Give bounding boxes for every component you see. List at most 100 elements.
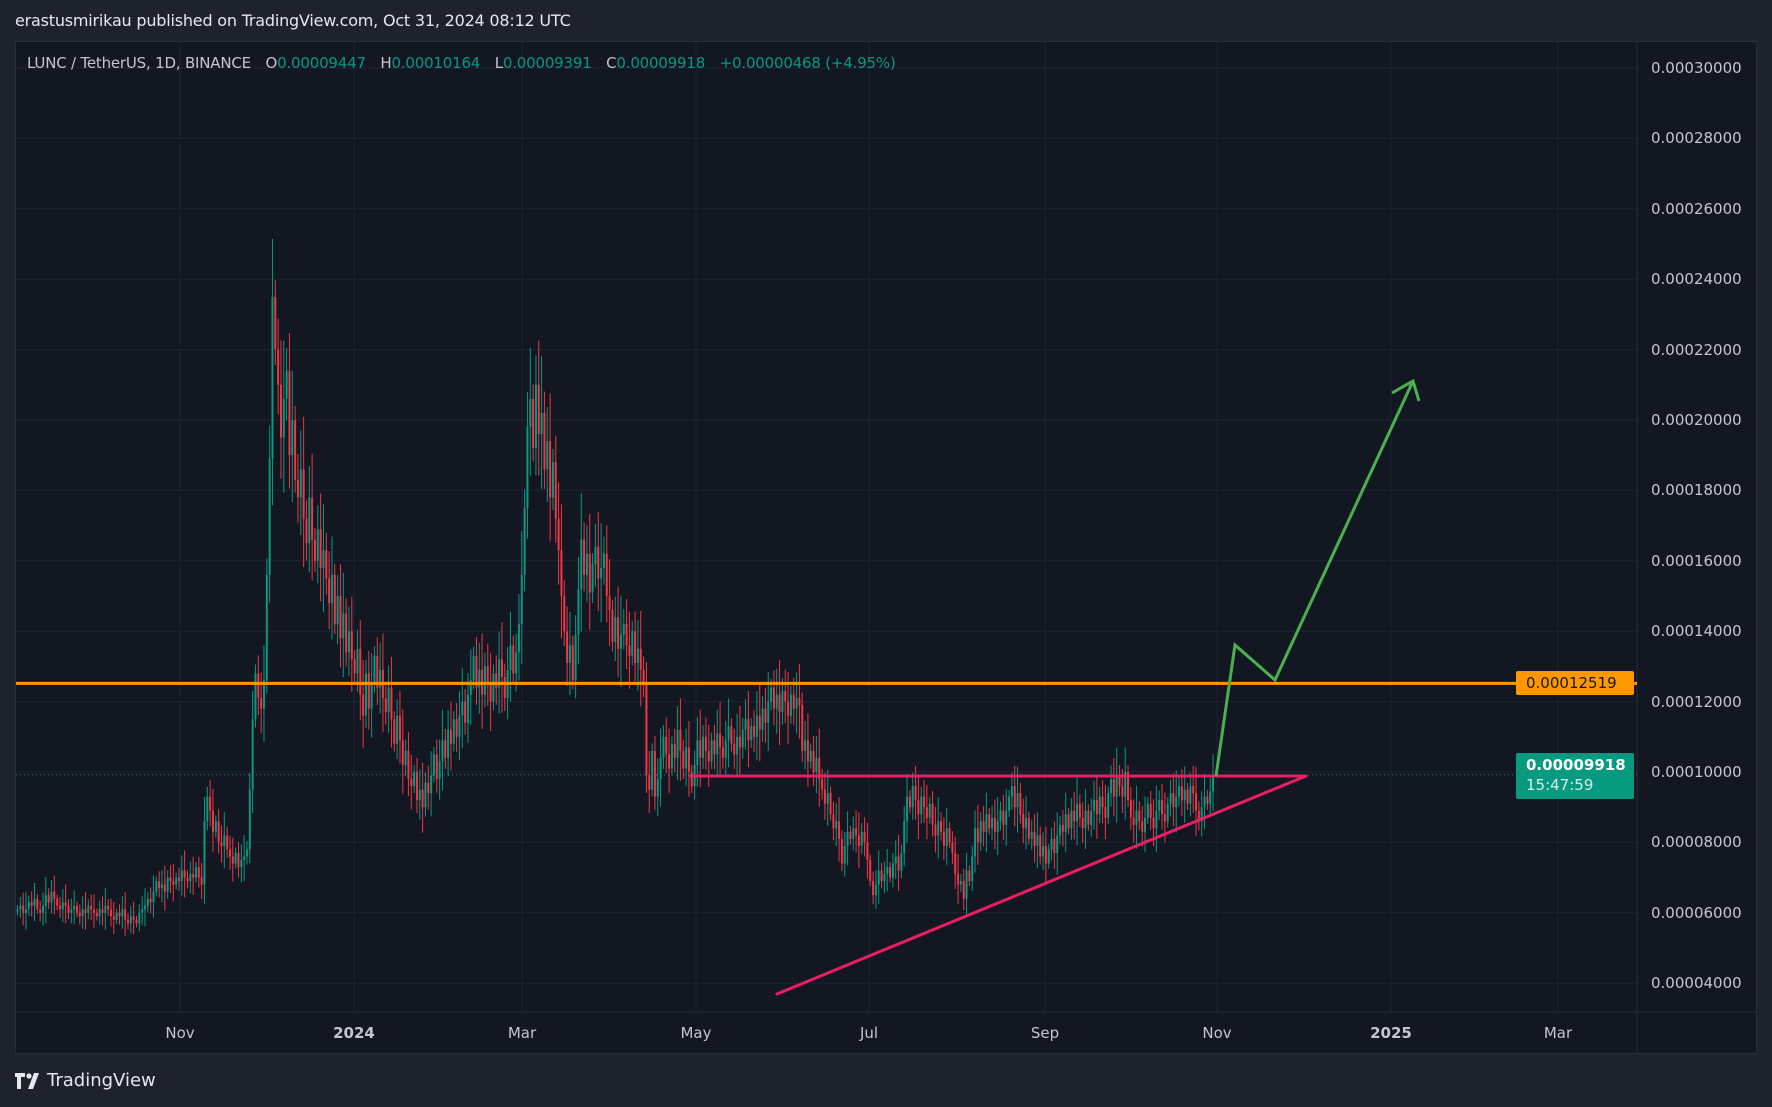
price-tick-label: 0.00004000 (1651, 974, 1742, 993)
candle-body (784, 691, 787, 702)
candle-body (36, 898, 39, 910)
candle (44, 876, 47, 924)
candle-body (690, 772, 693, 787)
candle (1053, 821, 1056, 870)
candle-body (1059, 824, 1062, 836)
candle (543, 391, 546, 489)
candle-body (852, 828, 855, 839)
candle (1112, 758, 1115, 817)
candle-body (843, 845, 846, 864)
chart-pane[interactable] (15, 41, 1757, 1054)
candle-body (466, 694, 469, 723)
candle-body (183, 870, 186, 878)
candle (1016, 766, 1019, 833)
candle-body (600, 567, 603, 579)
candle (560, 504, 563, 639)
candle-body (1189, 786, 1192, 804)
candle-body (44, 895, 47, 906)
candle (687, 720, 690, 797)
candle (886, 849, 889, 892)
candle-body (634, 631, 637, 663)
candle (1030, 820, 1033, 851)
candle-body (1005, 810, 1008, 825)
candle-body (475, 655, 478, 688)
candle (515, 633, 518, 692)
candle (597, 512, 600, 612)
candle-body (427, 782, 430, 794)
candle (832, 801, 835, 841)
candle (699, 709, 702, 788)
candle-body (39, 909, 42, 913)
price-tick-label: 0.00022000 (1651, 340, 1742, 359)
candle (217, 809, 220, 854)
candle-body (1155, 810, 1158, 829)
candle-body (87, 905, 90, 913)
candle-body (345, 613, 348, 653)
candle-body (370, 684, 373, 709)
candle (401, 709, 404, 794)
candle (945, 807, 948, 866)
symbol-title[interactable]: LUNC / TetherUS, 1D, BINANCE (27, 54, 251, 72)
candle (322, 504, 325, 613)
candle (177, 867, 180, 891)
candle-body (1027, 817, 1030, 839)
candle-body (928, 803, 931, 818)
candle-body (821, 779, 824, 790)
candle (614, 596, 617, 662)
candle (880, 862, 883, 889)
candle (1059, 815, 1062, 845)
candle (993, 799, 996, 850)
candle-body (180, 870, 183, 882)
ascending-trendline (775, 774, 1308, 996)
candle-body (645, 684, 648, 776)
candle (532, 384, 535, 462)
candle (1203, 773, 1206, 830)
candle (1138, 801, 1141, 831)
candle (486, 643, 489, 706)
candle-body (47, 895, 50, 903)
candle-body (954, 852, 957, 875)
candle (583, 522, 586, 592)
candle (180, 855, 183, 896)
candle-body (1084, 810, 1087, 829)
candle-body (1112, 779, 1115, 797)
candle-body (625, 624, 628, 646)
candle (600, 523, 603, 623)
candle-body (704, 736, 707, 751)
candle-body (639, 648, 642, 670)
candle-body (716, 733, 719, 755)
candle (396, 699, 399, 760)
candle-body (829, 793, 832, 815)
candle-body (917, 800, 920, 815)
candle (285, 348, 288, 421)
candle (869, 854, 872, 886)
candle (991, 805, 994, 841)
candle-body (894, 856, 897, 864)
candle (1206, 790, 1209, 811)
candle-body (1129, 800, 1132, 818)
candle-body (662, 736, 665, 758)
tradingview-brand[interactable]: TradingView (15, 1070, 156, 1091)
candle-body (404, 750, 407, 765)
candle (653, 735, 656, 810)
candle-body (838, 821, 841, 839)
candle (934, 806, 937, 853)
candle (928, 797, 931, 824)
candle-body (81, 909, 84, 917)
candle (469, 649, 472, 725)
candle (424, 772, 427, 817)
candle-body (342, 613, 345, 639)
candle (710, 732, 713, 769)
candle (580, 492, 583, 632)
candle (642, 656, 645, 698)
candle (772, 670, 775, 726)
candle (1025, 796, 1028, 850)
candle-body (551, 462, 554, 498)
candle-body (1044, 845, 1047, 864)
candle-body (299, 469, 302, 498)
candle (81, 896, 84, 929)
published-byline: erastusmirikau published on TradingView.… (15, 11, 571, 30)
candle-body (432, 754, 435, 776)
candle-body (529, 398, 532, 428)
